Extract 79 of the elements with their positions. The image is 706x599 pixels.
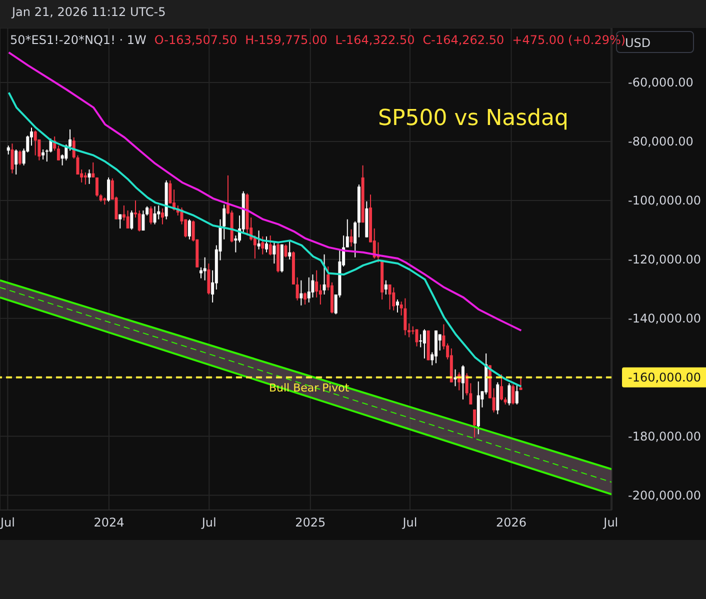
candlestick — [419, 334, 422, 348]
candlestick — [188, 218, 191, 240]
candlestick — [138, 210, 141, 232]
candlestick — [404, 298, 407, 336]
candlestick — [508, 382, 511, 406]
candlestick — [318, 284, 322, 306]
candlestick — [415, 328, 418, 347]
y-tick-label: -180,000.00 — [628, 429, 702, 444]
candlestick — [392, 286, 396, 311]
candlestick — [49, 138, 52, 153]
candlestick — [126, 210, 130, 229]
candlestick — [268, 235, 272, 256]
candlestick — [288, 240, 292, 260]
candlestick — [142, 210, 145, 232]
candlestick — [149, 206, 152, 225]
candlestick — [461, 364, 464, 400]
candlestick — [284, 244, 288, 258]
candlestick — [261, 236, 264, 255]
y-tick-label: -120,000.00 — [628, 252, 702, 266]
x-tick-label: 2024 — [94, 516, 124, 530]
annotation: 50*ES1!-20*NQ1! · 1W — [10, 33, 146, 47]
candlestick — [296, 276, 299, 301]
x-tick-label: 2025 — [295, 516, 326, 530]
annotation: +475.00 (+0.29%) — [512, 33, 626, 47]
x-tick-label: Jul — [0, 516, 15, 530]
candlestick — [500, 374, 503, 401]
candlestick — [200, 266, 203, 279]
annotation: H-159,775.00 — [245, 33, 328, 47]
candlestick — [207, 263, 210, 295]
annotation: L-164,322.50 — [335, 33, 415, 47]
candlestick — [272, 242, 276, 264]
candlestick — [257, 230, 260, 250]
candlestick — [408, 322, 411, 338]
candlestick — [388, 284, 392, 310]
candlestick — [56, 145, 60, 161]
x-tick-label: Jul — [200, 516, 216, 530]
x-tick-label: Jul — [602, 516, 618, 530]
candlestick — [153, 206, 156, 225]
y-tick-label: -100,000.00 — [628, 193, 702, 208]
candlestick — [300, 280, 303, 306]
candlestick — [95, 176, 98, 198]
candlestick — [88, 169, 91, 184]
annotation: C-164,262.50 — [422, 33, 504, 47]
candlestick — [34, 130, 37, 156]
candlestick — [92, 162, 95, 178]
y-tick-label: -140,000.00 — [628, 311, 702, 326]
y-tick-label: -200,000.00 — [628, 488, 702, 502]
candlestick — [14, 148, 18, 176]
candlestick — [396, 299, 399, 313]
y-tick-label: -60,000.00 — [628, 76, 694, 90]
candlestick — [265, 236, 268, 253]
candlestick — [304, 292, 307, 306]
candlestick — [350, 228, 353, 247]
candlestick — [315, 270, 318, 298]
candlestick — [118, 214, 122, 229]
candlestick — [146, 206, 149, 216]
candlestick — [354, 220, 357, 258]
y-tick-label: -80,000.00 — [628, 134, 694, 148]
candlestick — [473, 408, 476, 438]
candlestick — [307, 276, 310, 303]
candlestick — [160, 208, 164, 225]
candlestick — [107, 176, 110, 202]
candlestick — [515, 384, 518, 405]
candlestick — [322, 254, 326, 295]
text: Jan 21, 2026 11:12 UTC-5 — [12, 5, 166, 19]
candlestick — [18, 150, 22, 166]
candlestick — [422, 328, 426, 359]
annotation: O-163,507.50 — [154, 33, 238, 47]
candlestick — [346, 218, 349, 248]
candlestick — [10, 143, 14, 174]
x-tick-label: 2026 — [496, 516, 527, 530]
candlestick — [42, 148, 45, 160]
text: SP500 vs Nasdaq — [378, 106, 569, 131]
candlestick — [384, 280, 388, 295]
x-tick-label: Jul — [402, 516, 418, 530]
y-tick-label: -160,000.00 — [628, 370, 702, 384]
candlestick — [130, 210, 134, 230]
candlestick — [84, 172, 87, 186]
candlestick — [512, 384, 515, 405]
